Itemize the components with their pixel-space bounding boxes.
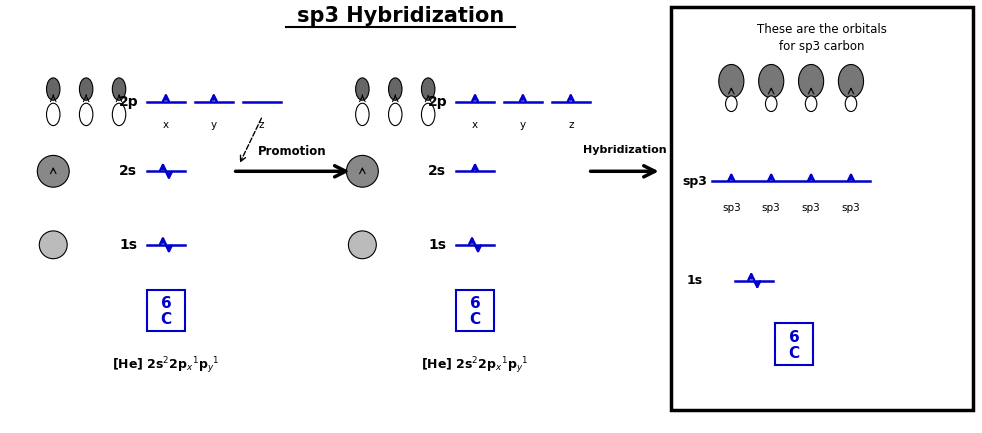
Text: [He] 2s$^2$2p$_x$$^1$p$_y$$^1$: [He] 2s$^2$2p$_x$$^1$p$_y$$^1$ [421,356,529,376]
Text: sp3: sp3 [842,203,860,213]
Text: These are the orbitals: These are the orbitals [757,23,887,36]
Ellipse shape [765,96,777,112]
Text: sp3: sp3 [801,203,821,213]
Text: sp3 Hybridization: sp3 Hybridization [297,6,504,26]
FancyBboxPatch shape [672,7,972,410]
Text: [He] 2s$^2$2p$_x$$^1$p$_y$$^1$: [He] 2s$^2$2p$_x$$^1$p$_y$$^1$ [112,356,220,376]
Ellipse shape [389,78,402,100]
Ellipse shape [798,65,824,98]
FancyBboxPatch shape [775,323,813,365]
Circle shape [37,155,69,187]
Text: 6: 6 [469,296,480,311]
Text: 2p: 2p [119,95,138,109]
Text: C: C [789,346,799,361]
Ellipse shape [46,78,60,100]
Ellipse shape [80,78,93,100]
Text: 1s: 1s [428,238,446,252]
Text: 2p: 2p [428,95,448,109]
Ellipse shape [112,78,126,100]
Ellipse shape [726,96,737,112]
Ellipse shape [839,65,863,98]
Text: 1s: 1s [686,274,702,287]
Ellipse shape [421,103,435,126]
Ellipse shape [355,103,369,126]
Ellipse shape [112,103,126,126]
Text: 1s: 1s [119,238,137,252]
Text: y: y [519,120,526,129]
Ellipse shape [805,96,817,112]
Text: Promotion: Promotion [258,145,327,158]
Circle shape [39,231,67,259]
Ellipse shape [355,78,369,100]
Circle shape [347,155,378,187]
Text: y: y [211,120,217,129]
Ellipse shape [80,103,93,126]
Text: 6: 6 [789,330,799,345]
Text: sp3: sp3 [722,203,740,213]
Text: sp3: sp3 [762,203,781,213]
Ellipse shape [846,96,856,112]
Ellipse shape [46,103,60,126]
Text: sp3: sp3 [682,175,707,188]
Text: for sp3 carbon: for sp3 carbon [780,39,865,52]
Text: 2s: 2s [428,164,446,178]
Ellipse shape [421,78,435,100]
FancyBboxPatch shape [147,290,185,331]
Ellipse shape [389,103,402,126]
Text: z: z [259,120,264,129]
Text: x: x [163,120,169,129]
Text: 2s: 2s [119,164,137,178]
FancyBboxPatch shape [456,290,494,331]
Text: x: x [472,120,478,129]
Text: C: C [469,312,480,327]
Circle shape [349,231,376,259]
Ellipse shape [759,65,784,98]
Text: z: z [568,120,573,129]
Text: Hybridization: Hybridization [582,145,667,155]
Ellipse shape [719,65,744,98]
Text: C: C [160,312,172,327]
Text: 6: 6 [160,296,171,311]
